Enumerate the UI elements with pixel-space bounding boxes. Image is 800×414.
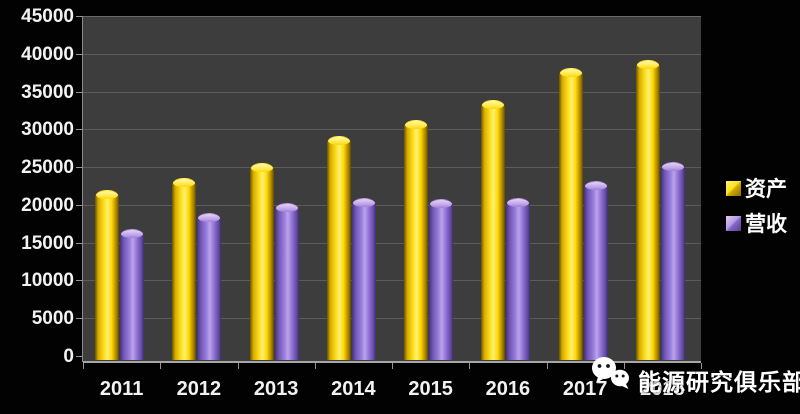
y-axis-tick xyxy=(76,167,83,169)
y-axis-tick xyxy=(76,204,83,206)
bar-cap xyxy=(559,69,582,78)
bar-revenue-2014 xyxy=(351,198,376,360)
y-axis-label: 40000 xyxy=(21,43,74,65)
y-axis-label: 0 xyxy=(63,346,74,367)
x-axis-tick xyxy=(83,363,84,369)
gridline xyxy=(83,242,701,244)
x-axis-tick xyxy=(314,363,316,369)
gridline xyxy=(83,167,701,169)
bar-cap xyxy=(121,230,143,239)
bar-assets-2018 xyxy=(635,59,660,360)
gridline xyxy=(83,204,701,206)
bar-revenue-2011 xyxy=(120,229,144,360)
bar-assets-2016 xyxy=(481,99,506,360)
legend-label-revenue: 营收 xyxy=(745,213,787,236)
bar-cap xyxy=(507,199,530,208)
bar-assets-2013 xyxy=(249,163,274,360)
y-axis-label: 20000 xyxy=(21,194,74,216)
y-axis-tick xyxy=(76,356,83,357)
bar-assets-2011 xyxy=(95,189,119,360)
bar-cap xyxy=(250,164,273,173)
x-axis-tick xyxy=(392,363,393,369)
gridline xyxy=(83,91,701,93)
bar-cap xyxy=(661,162,684,171)
x-axis-line xyxy=(83,361,701,363)
bar-assets-2014 xyxy=(326,136,351,360)
y-axis-tick xyxy=(76,16,83,17)
gridline xyxy=(83,16,701,17)
y-axis-tick xyxy=(76,242,83,244)
legend-item-revenue: 营收 xyxy=(726,212,787,236)
wechat-icon xyxy=(592,357,629,389)
y-axis-label: 30000 xyxy=(21,119,74,141)
bar-assets-2017 xyxy=(558,68,583,360)
bar-assets-2015 xyxy=(404,119,428,360)
bar-revenue-2018 xyxy=(660,161,685,360)
bar-cap xyxy=(275,203,298,212)
bar-cap xyxy=(405,120,427,129)
x-axis-tick xyxy=(237,363,239,369)
x-axis-label: 2018 xyxy=(640,378,685,400)
gridline xyxy=(83,318,701,320)
x-axis-label: 2014 xyxy=(331,378,376,400)
y-axis-label: 25000 xyxy=(21,157,74,179)
bar-cap xyxy=(636,60,659,69)
y-axis-tick xyxy=(76,129,83,131)
bar-cap xyxy=(430,200,452,209)
bar-revenue-2015 xyxy=(429,199,453,360)
x-axis-tick xyxy=(623,363,625,369)
bar-cap xyxy=(482,100,505,109)
bar-cap xyxy=(173,179,196,188)
y-axis-label: 10000 xyxy=(21,270,74,292)
bar-cap xyxy=(198,214,221,223)
legend-label-assets: 资产 xyxy=(745,178,787,201)
watermark-text: 能源研究俱乐部 xyxy=(638,369,800,395)
bar-revenue-2012 xyxy=(197,213,222,360)
gridline xyxy=(83,129,701,131)
x-axis-label: 2011 xyxy=(99,378,144,400)
bar-revenue-2013 xyxy=(274,202,299,360)
y-axis-tick xyxy=(76,91,83,93)
y-axis-tick xyxy=(76,318,83,320)
bar-revenue-2017 xyxy=(583,180,608,360)
bar-cap xyxy=(584,181,607,190)
y-axis-tick xyxy=(76,280,83,282)
gridline xyxy=(83,53,701,55)
bar-cap xyxy=(327,137,350,146)
y-axis-label: 35000 xyxy=(21,81,74,103)
legend-swatch-assets-icon xyxy=(726,180,741,196)
bar-cap xyxy=(96,190,118,199)
bar-assets-2012 xyxy=(172,178,197,360)
y-axis-tick xyxy=(76,53,83,55)
x-axis-label: 2012 xyxy=(176,378,222,400)
x-axis-label: 2016 xyxy=(485,378,531,400)
x-axis-label: 2015 xyxy=(408,378,453,400)
gridline xyxy=(83,280,701,282)
y-axis-label: 45000 xyxy=(21,6,74,27)
x-axis-tick xyxy=(160,363,162,369)
x-axis-label: 2013 xyxy=(253,378,299,400)
y-axis-label: 5000 xyxy=(31,308,74,330)
x-axis-tick xyxy=(469,363,471,369)
watermark: 能源研究俱乐部 xyxy=(590,355,800,397)
bar-cap xyxy=(352,199,375,208)
legend: 资产 营收 xyxy=(726,177,787,247)
legend-swatch-revenue-icon xyxy=(726,215,741,231)
x-axis-label: 2017 xyxy=(562,378,608,400)
x-axis-tick xyxy=(701,363,702,369)
x-axis-tick xyxy=(546,363,548,369)
bar-revenue-2016 xyxy=(506,198,531,360)
y-axis-line xyxy=(82,16,83,362)
legend-item-assets: 资产 xyxy=(726,177,787,201)
y-axis-label: 15000 xyxy=(21,232,74,254)
